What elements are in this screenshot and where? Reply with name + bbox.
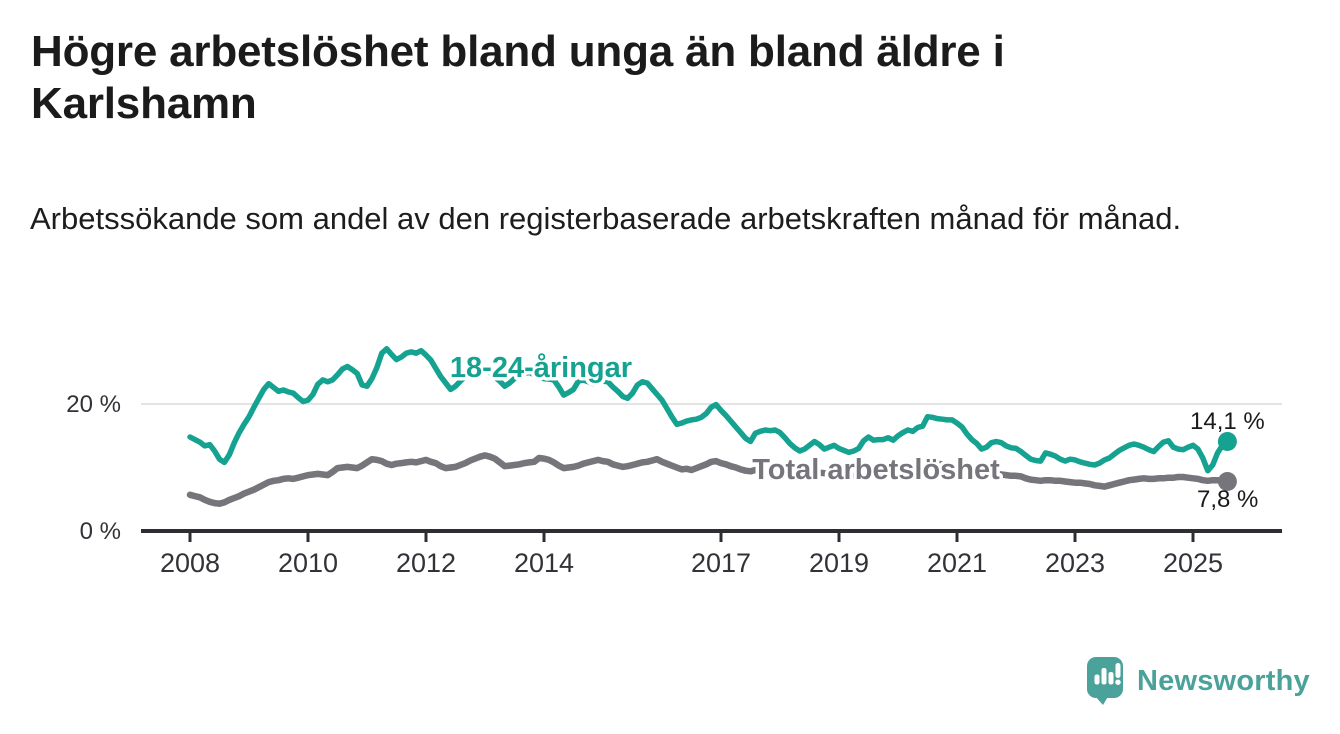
series-line-youth [187, 346, 1231, 474]
newsworthy-logo[interactable]: Newsworthy [1086, 655, 1310, 707]
bar-small-icon [1094, 674, 1100, 685]
x-tick-label: 2025 [1163, 548, 1223, 578]
series-line-total [186, 452, 1231, 507]
x-tick-label: 2021 [927, 548, 987, 578]
x-tick-label: 2008 [160, 548, 220, 578]
y-tick-label-20: 20 % [66, 391, 121, 418]
newsworthy-bubble-icon [1087, 657, 1123, 705]
page-title: Högre arbetslöshet bland unga än bland ä… [31, 27, 1005, 128]
x-tick-label: 2010 [278, 548, 338, 578]
x-tick-label: 2017 [691, 548, 751, 578]
series-label-youth: 18-24-åringar [450, 352, 632, 384]
x-axis-ticks: 2008 2010 2012 2014 2017 2019 2021 2023 2025 [160, 531, 1223, 578]
x-tick-label: 2012 [396, 548, 456, 578]
bar-tall-icon [1101, 668, 1107, 685]
bar-mid-icon [1108, 672, 1114, 685]
x-tick-label: 2023 [1045, 548, 1105, 578]
end-value-total: 7,8 % [1197, 486, 1258, 513]
series-label-total: Total arbetslöshet [752, 454, 1000, 486]
exclamation-stem-icon [1115, 663, 1121, 678]
brand-name: Newsworthy [1137, 664, 1310, 697]
series-end-dot-youth [1217, 432, 1237, 451]
y-tick-label-0: 0 % [80, 518, 121, 545]
end-value-youth: 14,1 % [1190, 408, 1265, 435]
exclamation-dot-icon [1115, 679, 1121, 685]
x-tick-label: 2019 [809, 548, 869, 578]
x-tick-label: 2014 [514, 548, 574, 578]
series-end-dot-total [1217, 472, 1237, 491]
page-subtitle: Arbetssökande som andel av den registerb… [30, 201, 1182, 236]
